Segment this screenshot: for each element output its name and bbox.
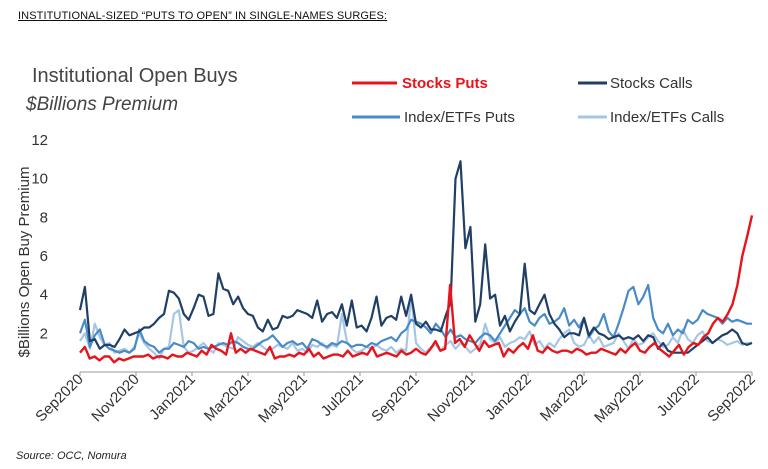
y-tick-label: 6	[40, 248, 48, 265]
y-axis-label: $Billions Open Buy Premium	[16, 167, 33, 358]
legend-label-stocks-puts: Stocks Puts	[402, 75, 488, 92]
x-tick-label: Jul2022	[654, 371, 703, 420]
series-line-stocks-calls	[78, 160, 753, 354]
x-tick-label: Sep2020	[32, 371, 86, 425]
x-tick-label: Jan2021	[146, 371, 199, 424]
x-axis: Sep2020 Nov2020 Jan2021 Mar2021 May2021 Jul20…	[32, 371, 758, 427]
x-tick-label: Nov2021	[424, 371, 478, 425]
series-layer	[78, 160, 754, 364]
source-note: Source: OCC, Nomura	[16, 450, 127, 462]
x-tick-label: Jul2021	[318, 371, 367, 420]
legend-label-index-etfs-calls: Index/ETFs Calls	[610, 109, 724, 126]
x-tick-label: May2021	[255, 371, 311, 427]
chart-headline: INSTITUTIONAL-SIZED “PUTS TO OPEN” IN SI…	[18, 10, 388, 22]
x-tick-label: Mar2022	[537, 371, 591, 425]
legend-label-index-etfs-puts: Index/ETFs Puts	[404, 109, 515, 126]
x-tick-label: Mar2021	[201, 371, 255, 425]
y-tick-label: 10	[31, 171, 48, 188]
y-tick-label: 12	[31, 132, 48, 149]
y-tick-label: 8	[40, 209, 48, 226]
x-tick-label: Nov2020	[88, 371, 142, 425]
legend-label-stocks-calls: Stocks Calls	[610, 75, 693, 92]
y-axis: 2 4 6 8 10 12	[31, 132, 48, 342]
series-line-index-etfs-calls	[79, 293, 752, 360]
chart-legend: Stocks Puts Stocks Calls Index/ETFs Puts In…	[352, 75, 724, 126]
x-tick-label: Jan2022	[482, 371, 535, 424]
series-line-stocks-puts	[79, 215, 754, 364]
chart-subtitle: $Billions Premium	[25, 94, 178, 115]
x-tick-label: May2022	[591, 371, 647, 427]
x-tick-label: Sep2021	[368, 371, 422, 425]
y-tick-label: 4	[40, 287, 48, 304]
x-tick-label: Sep2022	[704, 371, 758, 425]
y-tick-label: 2	[40, 325, 48, 342]
chart-title: Institutional Open Buys	[32, 65, 238, 87]
